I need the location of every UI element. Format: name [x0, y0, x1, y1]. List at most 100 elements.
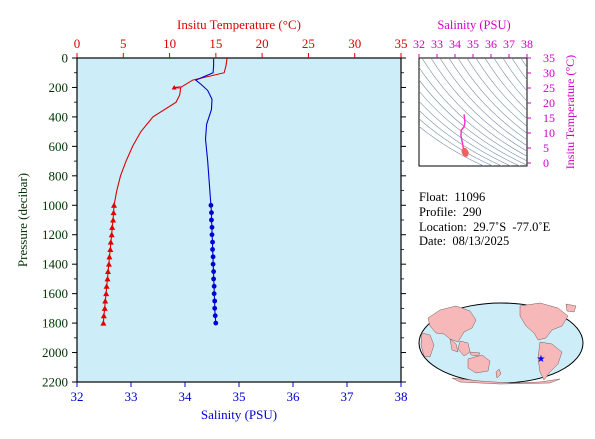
- salinity-sample-point: [211, 283, 217, 289]
- density-contour: [524, 48, 595, 174]
- ts-salinity-tick-label: 35: [467, 37, 479, 51]
- pressure-tick-label: 2200: [42, 375, 68, 390]
- temperature-tick-label: 30: [348, 36, 361, 51]
- profile-axis-ticks: [72, 53, 406, 387]
- salinity-axis-title: Salinity (PSU): [201, 407, 277, 422]
- profile-date: Date: 08/13/2025: [419, 234, 510, 249]
- ts-salinity-axis-title: Salinity (PSU): [437, 18, 510, 32]
- temperature-sample-point: [111, 202, 118, 208]
- ts-temperature-tick-label: 15: [543, 111, 555, 125]
- profile-number: Profile: 290: [419, 204, 482, 219]
- density-contour: [493, 58, 527, 102]
- density-contour: [430, 58, 527, 152]
- density-contour: [421, 58, 527, 157]
- salinity-tick-label: 33: [125, 389, 138, 404]
- salinity-tick-label: 32: [71, 389, 84, 404]
- temperature-tick-label: 5: [120, 36, 127, 51]
- pressure-tick-label: 200: [49, 80, 69, 95]
- pressure-axis-title: Pressure (decibar): [15, 173, 30, 267]
- density-contour: [419, 125, 485, 166]
- temperature-sample-point: [103, 283, 110, 289]
- pressure-tick-label: 2000: [42, 345, 68, 360]
- temperature-sample-point: [110, 209, 117, 216]
- float-info-block: Float: 11096 Profile: 290 Location: 29.7…: [419, 190, 550, 249]
- ts-temperature-axis-title: Insitu Temperature (°C): [563, 55, 577, 169]
- salinity-sample-point: [210, 254, 216, 260]
- ts-data: [460, 114, 469, 157]
- ts-salinity-tick-label: 32: [413, 37, 425, 51]
- temperature-sample-point: [105, 261, 112, 267]
- ts-salinity-tick-label: 33: [431, 37, 443, 51]
- density-contour: [511, 58, 527, 81]
- temperature-sample-point: [102, 298, 109, 304]
- pressure-tick-label: 1000: [42, 198, 68, 213]
- salinity-sample-point: [209, 224, 215, 230]
- salinity-sample-point: [210, 261, 216, 267]
- ts-temperature-tick-label: 30: [543, 66, 555, 80]
- salinity-sample-point: [209, 217, 214, 223]
- density-contour: [419, 79, 527, 166]
- ts-salinity-tick-label: 38: [521, 37, 533, 51]
- pressure-tick-label: 1600: [42, 286, 68, 301]
- density-contour: [502, 58, 527, 92]
- temperature-tick-label: 0: [74, 36, 81, 51]
- salinity-sample-point: [213, 320, 219, 326]
- density-contour: [466, 58, 527, 127]
- temperature-sample-point: [107, 239, 114, 245]
- ts-temperature-tick-label: 35: [543, 51, 555, 65]
- salinity-sample-point: [209, 232, 215, 238]
- temperature-tick-label: 20: [256, 36, 269, 51]
- pressure-tick-label: 600: [49, 139, 69, 154]
- profile-plot-background: [76, 57, 402, 383]
- map-land: [420, 302, 577, 385]
- float-location: Location: 29.7˚S -77.0˚E: [419, 219, 551, 234]
- density-contour: [475, 58, 527, 120]
- density-contour: [448, 58, 527, 141]
- ts-density-contours: [419, 48, 595, 174]
- salinity-tick-label: 37: [341, 389, 355, 404]
- pressure-tick-label: 800: [49, 168, 69, 183]
- temperature-sample-point: [106, 253, 113, 260]
- temperature-sample-point: [101, 305, 108, 311]
- ts-temperature-tick-label: 25: [543, 81, 555, 95]
- temperature-sample-point: [100, 312, 107, 319]
- salinity-sample-point: [209, 210, 214, 216]
- density-contour: [457, 58, 527, 134]
- temperature-spike-marker: [171, 84, 177, 90]
- world-map: ★: [418, 302, 584, 385]
- density-contour: [419, 110, 503, 166]
- temperature-sample-point: [103, 290, 110, 297]
- pressure-tick-label: 0: [62, 51, 69, 66]
- density-contour: [439, 58, 527, 146]
- temperature-sample-point: [104, 275, 111, 282]
- ts-salinity-tick-label: 34: [449, 37, 461, 51]
- temperature-sample-point: [108, 231, 115, 238]
- salinity-tick-label: 35: [233, 389, 246, 404]
- salinity-sample-point: [208, 202, 214, 208]
- temperature-sample-point: [107, 246, 114, 252]
- ts-plot-background: [418, 57, 528, 167]
- density-contour: [419, 66, 527, 162]
- temperature-sample-point: [110, 217, 117, 223]
- ts-temperature-tick-label: 5: [543, 141, 549, 155]
- float-id: Float: 11096: [419, 190, 486, 204]
- salinity-sample-point: [210, 247, 215, 252]
- pressure-tick-label: 400: [49, 109, 69, 124]
- contour-lines: [419, 48, 595, 174]
- density-contour: [419, 100, 512, 166]
- temperature-tick-label: 25: [302, 36, 315, 51]
- ts-salinity-tick-label: 36: [485, 37, 497, 51]
- salinity-tick-label: 38: [395, 389, 408, 404]
- ts-temperature-tick-label: 0: [543, 156, 549, 170]
- salinity-sample-point: [212, 298, 218, 304]
- ts-curve: [460, 114, 466, 151]
- salinity-sample-point: [210, 239, 215, 245]
- temperature-tick-label: 10: [163, 36, 176, 51]
- temperature-tick-label: 15: [209, 36, 222, 51]
- ts-axis-ticks: [418, 54, 531, 164]
- float-location-marker: ★: [537, 354, 546, 365]
- pressure-tick-label: 1200: [42, 227, 68, 242]
- density-contour: [484, 58, 527, 111]
